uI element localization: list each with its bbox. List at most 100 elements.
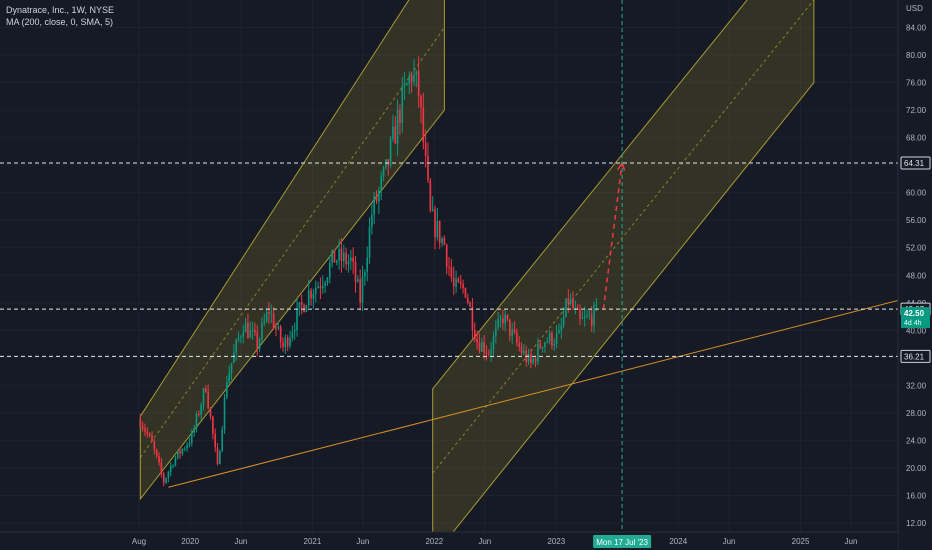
candle [146,427,149,438]
candle [462,279,464,294]
candle [441,236,443,248]
candle [593,301,595,334]
candle-body [417,71,420,97]
candle-body [179,450,181,454]
candle-body [487,353,490,355]
candle [518,336,521,352]
candle-body [230,362,233,373]
candle [303,303,305,313]
candle [188,437,191,448]
candle-body [207,391,209,408]
symbol-title[interactable]: Dynatrace, Inc., 1W, NYSE [6,5,115,15]
candle-body [441,238,443,243]
candle-body [314,287,317,295]
candle [413,59,415,86]
candle-body [429,180,432,211]
candle [293,322,296,340]
candle [499,314,502,328]
candle-body [263,321,266,323]
candle [368,217,371,265]
candle-body [228,372,231,383]
candle-body [300,302,303,305]
candle [473,322,476,343]
candle-body [144,428,146,432]
candle [530,348,532,369]
candle-body [427,155,429,181]
y-tick-label: 40.00 [906,326,927,335]
candle [347,254,350,273]
candle [476,330,478,350]
candle-body [151,435,153,442]
candle-body [431,209,434,211]
candle [212,415,214,440]
candle-body [523,350,525,354]
candle [249,321,252,339]
candle [537,337,539,366]
candle-body [265,311,268,322]
candle-body [513,328,516,333]
candle [151,431,153,442]
candle-body [478,342,481,352]
candle [541,346,544,353]
y-tick-label: 16.00 [906,491,927,500]
candle-body [541,347,544,349]
y-tick-label: 52.00 [906,244,927,253]
chart-legend: Dynatrace, Inc., 1W, NYSE MA (200, close… [6,4,114,28]
candle [139,413,142,429]
candle-body [546,341,549,343]
candle [551,330,553,350]
candle [583,306,586,327]
candle-body [284,337,287,348]
x-tick-label: 2021 [304,537,322,546]
candle-body [197,414,200,416]
candle-body [389,138,392,165]
x-tick-label: 2022 [425,537,443,546]
candle-body [293,330,296,333]
candle [261,317,263,343]
candle [445,243,448,275]
indicator-label[interactable]: MA (200, close, 0, SMA, 5) [6,17,114,27]
candle [144,423,146,437]
candle-body [268,311,270,314]
candle-body [558,330,560,333]
candle [357,275,359,283]
candle [263,313,266,327]
candle-body [223,397,226,430]
candle-body [277,326,280,329]
candle [560,318,563,339]
candle-body [497,318,499,328]
candle [548,330,551,345]
y-tick-label: 20.00 [906,464,927,473]
candle-body [366,257,369,272]
candle-body [249,330,252,338]
price-tag-box [900,349,931,363]
candle [193,425,195,437]
candle-body [261,322,263,340]
candle [364,269,366,286]
candle [431,196,434,212]
y-tick-label: 32.00 [906,381,927,390]
candle [387,158,390,176]
candle-body [342,252,345,262]
candle [534,355,537,368]
candle [389,135,392,169]
candle-body [455,278,457,287]
candle-body [368,226,371,258]
candle [228,365,231,384]
candle [408,71,411,95]
candle-body [473,329,476,340]
candle [350,249,352,270]
candle-body [282,342,284,348]
candle-body [272,313,275,329]
candle-body [548,332,551,342]
crosshair-date-label: Mon 17 Jul '23 [596,538,648,547]
candle-body [359,279,361,303]
candle-body [326,277,329,283]
candle-body [347,261,350,265]
candle-body [506,314,509,320]
candle-body [499,318,502,320]
candle [480,338,483,352]
candle [399,104,401,136]
candle-body [480,342,483,352]
